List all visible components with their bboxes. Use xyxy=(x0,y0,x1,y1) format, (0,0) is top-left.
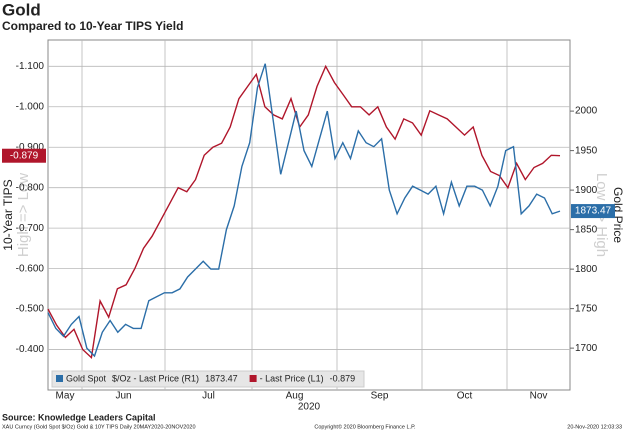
series-line xyxy=(47,63,561,358)
y-tick-label: -0.500 xyxy=(16,304,45,315)
x-tick-label: Sep xyxy=(371,391,389,402)
last-value-label: -0.879 xyxy=(10,150,39,161)
last-value-flag xyxy=(571,204,615,219)
y-tick-label: -0.600 xyxy=(16,263,45,274)
x-tick-label: May xyxy=(56,391,75,402)
legend-swatch xyxy=(56,375,63,382)
y2-tick-label: 1950 xyxy=(575,145,598,156)
footer-center: Copyright© 2020 Bloomberg Finance L.P. xyxy=(314,423,416,430)
last-value-label: 1873.47 xyxy=(575,206,612,217)
x-tick-label: Aug xyxy=(286,391,304,402)
legend-swatch xyxy=(249,375,257,382)
x-tick-label: Oct xyxy=(457,391,473,402)
y2-tick-label: 1900 xyxy=(575,185,598,196)
y-tick-label: -0.400 xyxy=(16,344,45,355)
y2-tick-label: 1850 xyxy=(575,224,598,235)
y2-tick-label: 2000 xyxy=(575,106,598,117)
footer-left: XAU Curncy (Gold Spot $/Oz) Gold & 10Y T… xyxy=(2,424,196,430)
last-value-flag xyxy=(2,148,46,163)
chart-subtitle: Compared to 10-Year TIPS Yield xyxy=(2,19,183,33)
legend-label: -0.879 xyxy=(330,373,356,383)
y-tick-label: -0.900 xyxy=(16,142,45,153)
chart-title: Gold xyxy=(2,0,41,19)
y-axis-label: 10-Year TIPS xyxy=(1,179,15,250)
x-tick-label: Jun xyxy=(115,391,131,402)
legend-label: $/Oz - Last Price (R1) xyxy=(112,373,199,383)
x-tick-label: Nov xyxy=(530,391,548,402)
y-tick-label: -0.800 xyxy=(16,182,45,193)
legend-box xyxy=(51,370,365,388)
y2-tick-label: 1750 xyxy=(575,303,598,314)
footer-right: 20-Nov-2020 12:03:33 xyxy=(567,424,622,430)
y2-tick-label: 1700 xyxy=(575,343,598,354)
x-tick-label: Jul xyxy=(202,391,215,402)
x-axis-label: 2020 xyxy=(298,402,321,413)
legend-label: 1873.47 xyxy=(205,373,238,383)
source: Source: Knowledge Leaders Capital xyxy=(2,412,156,422)
legend-label: - Last Price (L1) xyxy=(260,373,324,383)
legend-label: Gold Spot xyxy=(66,373,107,383)
y-axis-note: High => Low xyxy=(15,173,32,257)
y2-axis-label: Gold Price xyxy=(611,187,624,243)
y2-tick-label: 1800 xyxy=(575,264,598,275)
y-tick-label: -1.000 xyxy=(16,101,45,112)
y-tick-label: -0.700 xyxy=(16,223,45,234)
plot-area xyxy=(47,39,571,391)
y-tick-label: -1.100 xyxy=(16,61,45,72)
series-line xyxy=(47,64,561,360)
